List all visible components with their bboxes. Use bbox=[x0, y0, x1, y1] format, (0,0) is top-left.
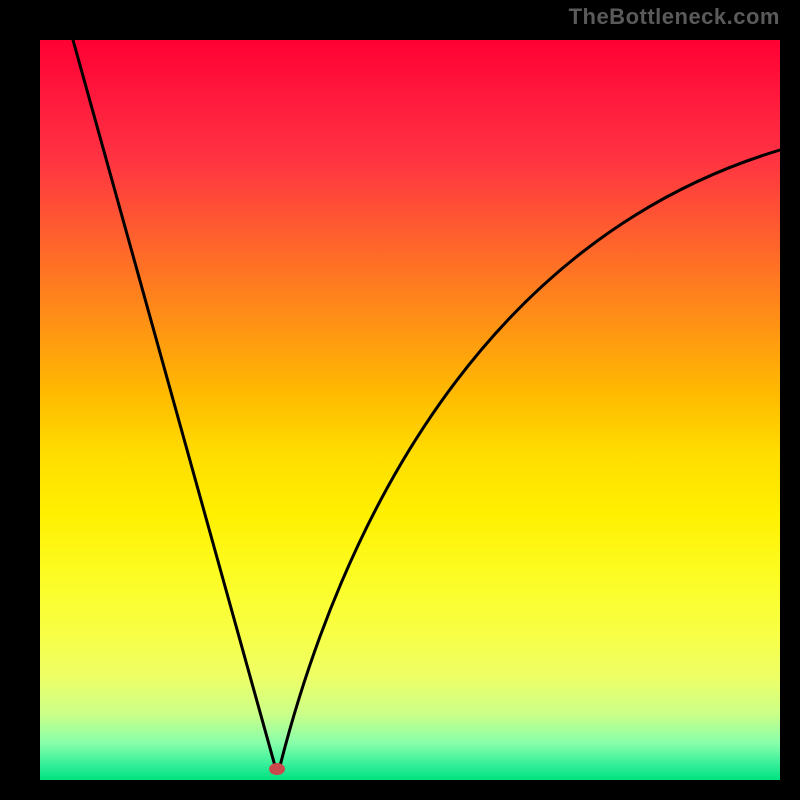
chart-canvas: TheBottleneck.com bbox=[0, 0, 800, 800]
v-curve bbox=[73, 40, 780, 766]
curve-layer bbox=[0, 0, 800, 800]
min-marker bbox=[269, 763, 285, 775]
